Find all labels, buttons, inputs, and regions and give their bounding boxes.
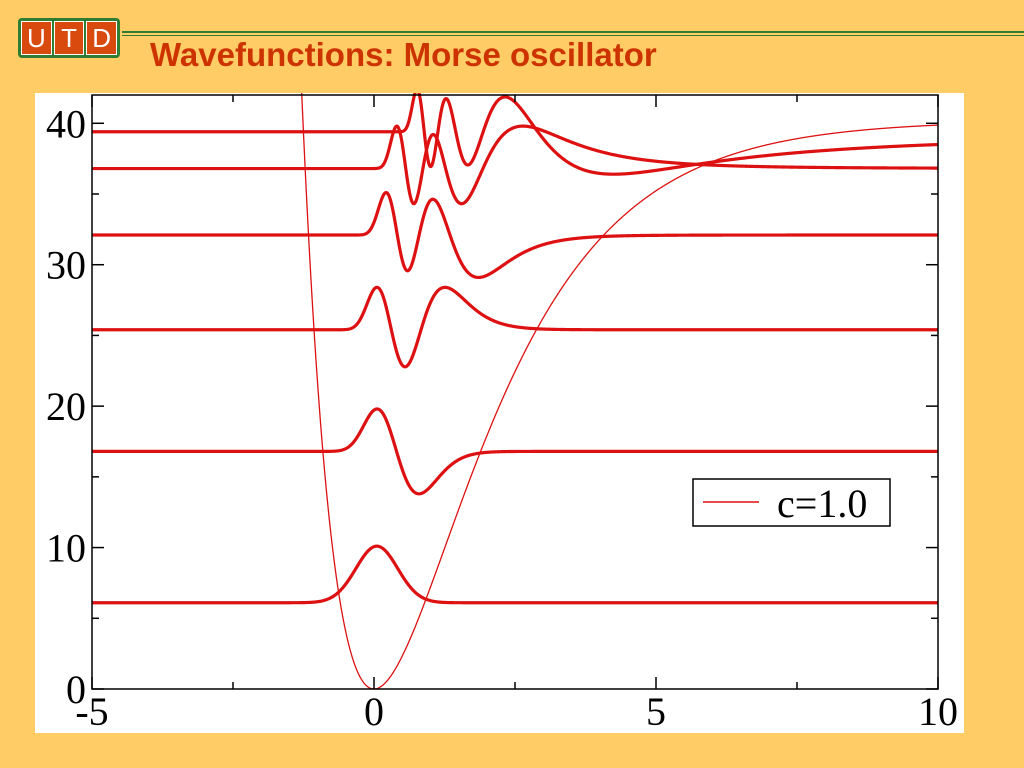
y-tick-label: 20	[46, 384, 86, 429]
logo-letter-u: U	[21, 21, 52, 55]
legend: c=1.0	[692, 478, 891, 527]
plot-frame	[91, 94, 939, 690]
x-tick-label: -5	[75, 689, 108, 733]
x-tick-label: 0	[364, 689, 384, 733]
x-tick-label: 5	[646, 689, 666, 733]
y-tick-label: 40	[46, 101, 86, 146]
utd-logo: U T D	[18, 18, 120, 58]
y-tick-label: 0	[66, 667, 86, 712]
x-tick-label: 10	[918, 689, 958, 733]
wavefunction-curve-0	[90, 544, 940, 605]
y-tick-label: 30	[46, 243, 86, 288]
wavefunction-curve-1	[90, 407, 940, 496]
wavefunction-curve-4	[90, 124, 940, 206]
logo-letter-t: T	[53, 21, 85, 55]
header-rule	[122, 31, 1024, 33]
page-title: Wavefunctions: Morse oscillator	[150, 36, 657, 73]
header-rule-thin	[122, 35, 1024, 36]
chart-lines	[90, 93, 940, 690]
wavefunction-curve-2	[90, 285, 940, 369]
morse-potential-curve	[301, 93, 939, 690]
wavefunction-curve-5	[90, 93, 940, 176]
chart-panel: -5 0 5 10 0 10 20 30 40 c=1.0	[35, 93, 964, 733]
legend-label: c=1.0	[777, 481, 867, 526]
y-tick-label: 10	[46, 526, 86, 571]
logo-letter-d: D	[86, 21, 118, 55]
wavefunction-curve-3	[90, 191, 940, 280]
